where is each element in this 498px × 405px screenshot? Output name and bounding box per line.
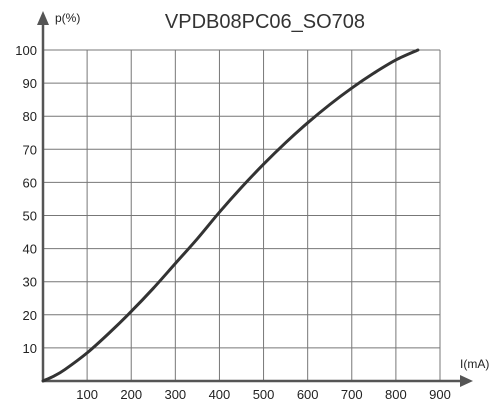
x-tick-label-400: 400 [209, 387, 231, 402]
x-tick-label-800: 800 [385, 387, 407, 402]
x-axis-arrow-icon [460, 375, 473, 387]
x-tick-label-300: 300 [164, 387, 186, 402]
y-tick-label-30: 30 [23, 275, 37, 290]
y-tick-label-80: 80 [23, 109, 37, 124]
y-tick-label-40: 40 [23, 242, 37, 257]
y-axis-label: p(%) [55, 11, 80, 25]
y-tick-label-70: 70 [23, 142, 37, 157]
chart-title: VPDB08PC06_SO708 [165, 11, 365, 33]
y-tick-label-60: 60 [23, 175, 37, 190]
series-line-0 [41, 48, 420, 383]
tick-labels: 10 20 30 40 50 60 70 80 90 100 100 200 300 400 500 600 7… [15, 43, 451, 402]
series-layer [41, 48, 420, 383]
y-axis-arrow-icon [37, 11, 49, 25]
x-tick-label-500: 500 [253, 387, 275, 402]
y-tick-label-100: 100 [15, 43, 37, 58]
x-tick-label-900: 900 [429, 387, 451, 402]
y-tick-label-10: 10 [23, 341, 37, 356]
x-tick-label-200: 200 [120, 387, 142, 402]
y-tick-label-90: 90 [23, 76, 37, 91]
x-tick-label-700: 700 [341, 387, 363, 402]
axes [37, 11, 473, 387]
x-tick-label-100: 100 [76, 387, 98, 402]
grid [43, 49, 441, 381]
y-tick-label-50: 50 [23, 209, 37, 224]
x-axis-label: I(mA) [460, 357, 489, 371]
y-tick-label-20: 20 [23, 308, 37, 323]
x-tick-label-600: 600 [297, 387, 319, 402]
